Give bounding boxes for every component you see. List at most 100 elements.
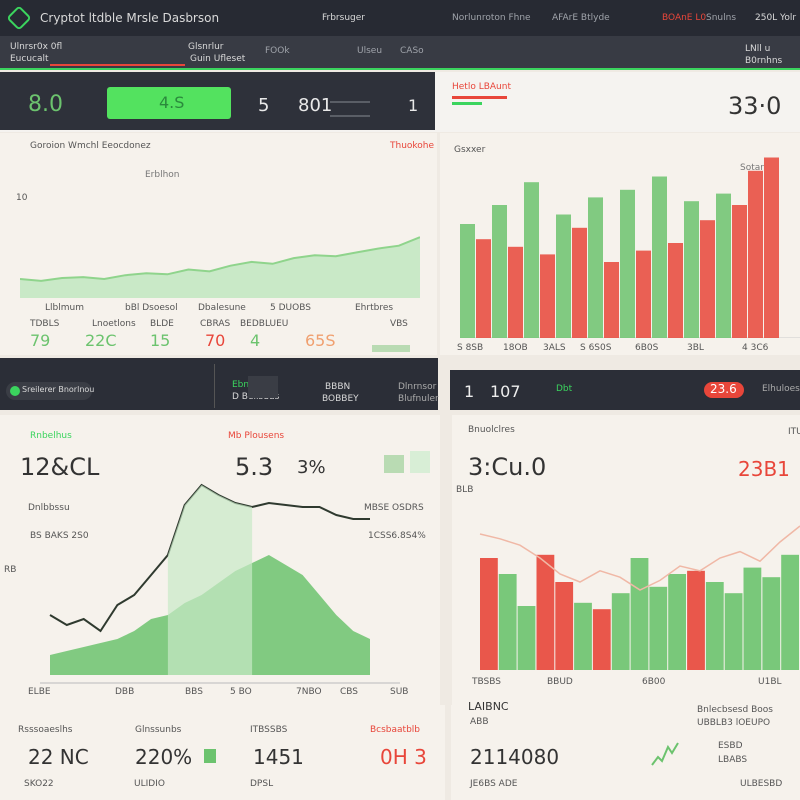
bottom-mini-icon	[204, 749, 216, 763]
panel-ml-ann-3: MBSE OSDRS	[364, 503, 424, 513]
panel-tl-val-5: 4	[250, 331, 261, 350]
strip-left-divider	[214, 364, 215, 408]
panel-tr-x-1: S 8SB	[457, 343, 484, 353]
bottom-value-2: 220%	[135, 745, 193, 769]
strip-left-pill[interactable]: Sreilerer Bnorlnou	[6, 382, 95, 400]
kpi-bars	[330, 101, 370, 117]
panel-ml-x-4: 5 BO	[230, 687, 252, 697]
strip-left-dot-icon	[10, 386, 20, 396]
bottom-note-5: ULBESBD	[740, 779, 783, 789]
up-bar	[781, 554, 799, 670]
panel-mr-chart	[479, 525, 800, 670]
panel-tl-sub-6: VBS	[390, 319, 408, 329]
nav-item-2[interactable]: Norlunroton Fhne	[452, 13, 531, 23]
bottom-right-label: LAIBNC	[468, 700, 509, 713]
panel-tl-legend: Erblhon	[145, 170, 180, 180]
panel-ml-ann-1: Dnlbbssu	[28, 503, 70, 513]
up-bar	[724, 593, 743, 670]
bottom-value-1: 22 NC	[28, 745, 89, 769]
down-bar	[540, 254, 555, 338]
up-bar	[716, 193, 731, 338]
panel-mr-value: 3:Cu.0	[468, 453, 547, 481]
up-bar	[498, 574, 517, 670]
panel-mid-left: Rnbelhus 12&CL Mb Plousens 5.3 3% Dnlbbs…	[0, 415, 440, 705]
bottom-note-3: ESBD	[718, 741, 743, 751]
panel-ml-left-value: 12&CL	[20, 453, 100, 481]
strip-right-label: Elhuloes	[762, 384, 800, 394]
tl-line	[20, 236, 420, 282]
panel-mr-sub: BLB	[456, 485, 474, 495]
down-bar	[764, 157, 779, 338]
panel-tr-x-7: 4 3C6	[742, 343, 769, 353]
subbar-left-2[interactable]: Eucucalt	[10, 54, 49, 64]
panel-ml-x-6: CBS	[340, 687, 359, 697]
down-bar	[592, 609, 611, 670]
bottom-note-2: UBBLB3 lOEUPO	[697, 718, 771, 728]
kpi-alert-bar	[452, 96, 507, 99]
strip-left-label: Sreilerer Bnorlnou	[22, 385, 95, 394]
subbar-right-2[interactable]: Ulseu	[357, 46, 383, 56]
panel-mr-x-3: 6B00	[642, 677, 666, 687]
down-bar	[572, 227, 587, 338]
panel-tr-x-2: 18OB	[503, 343, 528, 353]
bottom-sub-1: SKO22	[24, 779, 54, 789]
panel-tl-x-2: bBl Dsoesol	[125, 303, 178, 313]
panel-mr-x-1: TBSBS	[472, 677, 501, 687]
panel-ml-mid-label: Mb Plousens	[228, 431, 285, 441]
up-bar	[668, 574, 686, 670]
bottom-right-sub: ABB	[470, 717, 489, 727]
kpi-dark-panel: 8.0 4.S 5 801 1	[0, 72, 435, 130]
panel-ml-x-3: BBS	[185, 687, 203, 697]
subbar-right2-1[interactable]: LNll u	[745, 44, 771, 54]
up-bar	[611, 593, 630, 670]
nav-item-4[interactable]: BOAnE L0	[662, 13, 707, 23]
subbar-right2-2[interactable]: B0rnhns	[745, 56, 783, 66]
up-bar	[684, 201, 699, 338]
panel-tr-chart	[460, 157, 800, 338]
panel-tl-sub-2: Lnoetlons	[92, 319, 136, 329]
panel-ml-ann-2: BS BAKS 2S0	[30, 531, 89, 541]
kpi-alert-bar-2	[452, 102, 482, 105]
nav-item-3[interactable]: AFArE Btlyde	[552, 13, 610, 23]
bottom-divider	[445, 705, 451, 800]
panel-ml-chart	[40, 483, 400, 684]
bottom-row: Rsssoaeslhs 22 NC SKO22 Glnssunbs 220% U…	[0, 700, 800, 800]
panel-tr-badge: Sotar	[740, 163, 764, 173]
bottom-label-4: Bcsbaatblb	[370, 725, 421, 735]
down-bar	[555, 582, 574, 670]
kpi-big-value: 33·0	[728, 92, 782, 120]
subbar-right-3[interactable]: CASo	[400, 46, 424, 56]
panel-tr-x-4: S 6S0S	[580, 343, 612, 353]
down-bar	[476, 239, 491, 338]
ml-glow	[167, 485, 253, 675]
nav-item-6[interactable]: 250L Yolr	[755, 13, 797, 23]
mr-line	[479, 525, 800, 591]
subbar-right-1[interactable]: FOOk	[265, 46, 290, 56]
up-bar	[492, 205, 507, 338]
nav-item-5[interactable]: Snulns	[706, 13, 737, 23]
subbar-mid-2[interactable]: Guin Ufleset	[190, 54, 246, 64]
panel-mid-right: Bnuolclres 3:Cu.0 BLB 23B1 ITULBS TBSBS …	[452, 415, 800, 705]
strip-right-pill[interactable]: 23.6	[704, 382, 744, 398]
subbar-underline	[50, 64, 185, 66]
panel-tr-x-5: 6B0S	[635, 343, 659, 353]
panel-tl-chart	[20, 236, 420, 298]
panel-ml-left-label: Rnbelhus	[30, 431, 72, 441]
up-bar	[524, 182, 539, 338]
kpi-green-button[interactable]: 4.S	[107, 87, 231, 119]
down-bar	[668, 243, 683, 338]
down-bar	[508, 246, 523, 338]
up-bar	[762, 577, 781, 670]
subbar-left-1[interactable]: Ulnrsr0x 0fl	[10, 42, 63, 52]
panel-top-left: Goroion Wmchl Eeocdonez Thuokohe Erblhon…	[0, 133, 437, 355]
subbar-mid-1[interactable]: Glsnrlur	[188, 42, 224, 52]
panel-tl-val-2: 22C	[85, 331, 117, 350]
panel-mr-x-4: U1BL	[758, 677, 782, 687]
up-bar	[574, 602, 592, 670]
panel-tl-title: Goroion Wmchl Eeocdonez	[30, 141, 151, 151]
kpi-button-label: 4.S	[159, 93, 185, 112]
panel-ml-mini-1	[384, 455, 404, 473]
panel-tl-x-3: Dbalesune	[198, 303, 246, 313]
nav-item-1[interactable]: Frbrsuger	[322, 13, 365, 23]
strip-right-v2: 107	[490, 382, 521, 401]
